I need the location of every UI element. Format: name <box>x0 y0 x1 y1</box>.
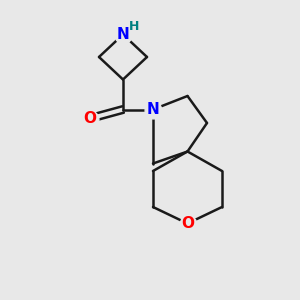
Text: O: O <box>83 111 97 126</box>
Text: N: N <box>117 27 129 42</box>
Text: H: H <box>129 20 140 33</box>
Text: O: O <box>181 216 194 231</box>
Text: N: N <box>147 102 159 117</box>
